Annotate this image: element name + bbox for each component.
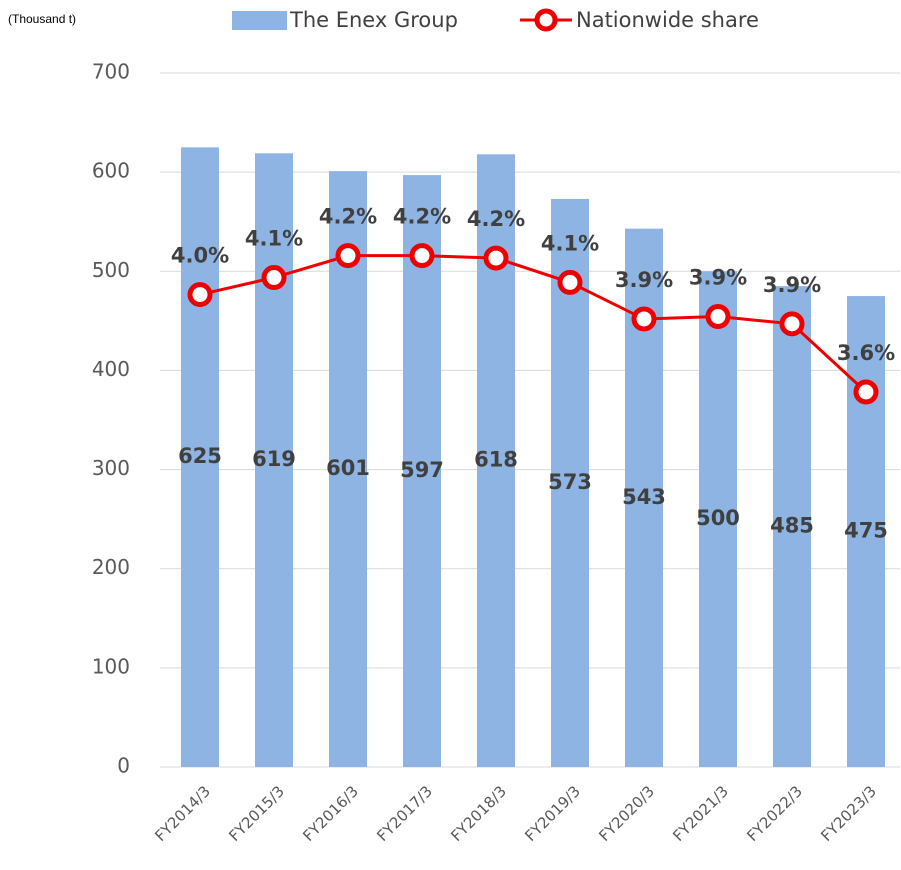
line-value-label: 3.9%: [689, 266, 747, 290]
x-tick-label: FY2014/3: [151, 782, 214, 845]
line-value-label: 4.1%: [541, 231, 599, 255]
line-value-label: 4.2%: [467, 207, 525, 231]
x-tick-label: FY2020/3: [595, 782, 658, 845]
y-tick-label: 0: [117, 754, 130, 778]
line-marker: [483, 245, 509, 271]
line-value-label: 4.0%: [171, 244, 229, 268]
line-value-label: 4.2%: [393, 205, 451, 229]
bar-value-label: 618: [474, 448, 518, 472]
bar-value-label: 475: [844, 519, 888, 543]
bar: [329, 171, 367, 767]
line-marker: [631, 306, 657, 332]
line-value-label: 4.1%: [245, 227, 303, 251]
y-tick-label: 400: [92, 357, 130, 381]
bar-value-label: 485: [770, 514, 814, 538]
bar-value-label: 619: [252, 447, 296, 471]
legend-label: The Enex Group: [289, 8, 458, 32]
y-tick-label: 200: [92, 555, 130, 579]
x-tick-label: FY2016/3: [299, 782, 362, 845]
x-tick-label: FY2022/3: [743, 782, 806, 845]
line-value-label: 3.6%: [837, 341, 895, 365]
y-tick-label: 100: [92, 654, 130, 678]
line-marker: [409, 243, 435, 269]
bar-value-label: 573: [548, 470, 592, 494]
bar-value-label: 543: [622, 485, 666, 509]
bar: [181, 147, 219, 767]
y-tick-label: 700: [92, 60, 130, 84]
line-marker: [779, 311, 805, 337]
line-value-label: 3.9%: [763, 273, 821, 297]
bar: [847, 296, 885, 767]
y-tick-label: 500: [92, 258, 130, 282]
bar-value-label: 597: [400, 458, 444, 482]
legend-label: Nationwide share: [576, 8, 759, 32]
line-marker: [187, 282, 213, 308]
unit-label: (Thousand t): [8, 12, 76, 26]
line-value-label: 4.2%: [319, 205, 377, 229]
line-marker: [261, 265, 287, 291]
line-marker: [335, 243, 361, 269]
line-value-label: 3.9%: [615, 268, 673, 292]
legend-swatch: [232, 11, 287, 30]
bar-value-label: 601: [326, 456, 370, 480]
y-tick-label: 300: [92, 456, 130, 480]
bar: [699, 271, 737, 767]
y-tick-label: 600: [92, 159, 130, 183]
x-tick-label: FY2017/3: [373, 782, 436, 845]
bar: [255, 153, 293, 767]
x-tick-label: FY2023/3: [817, 782, 880, 845]
bar-value-label: 625: [178, 444, 222, 468]
line-marker: [705, 304, 731, 330]
x-tick-label: FY2015/3: [225, 782, 288, 845]
bar: [403, 175, 441, 768]
x-tick-label: FY2018/3: [447, 782, 510, 845]
bar: [773, 286, 811, 767]
x-tick-label: FY2019/3: [521, 782, 584, 845]
line: [199, 254, 868, 394]
line-marker: [557, 269, 583, 295]
line-marker: [853, 379, 879, 405]
bar-value-label: 500: [696, 506, 740, 530]
x-tick-label: FY2021/3: [669, 782, 732, 845]
legend-swatch: [534, 8, 558, 32]
